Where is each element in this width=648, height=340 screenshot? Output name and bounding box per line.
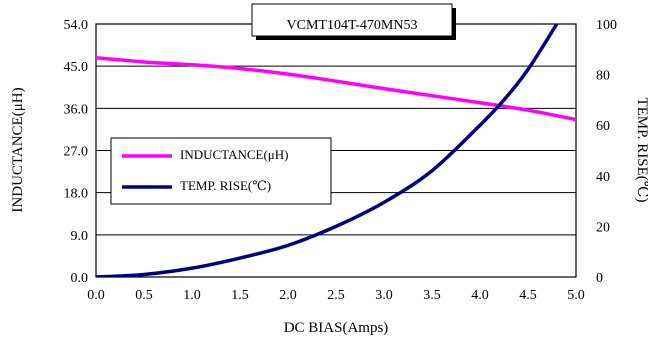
x-tick-label: 2.0 [279, 288, 297, 303]
right-y-tick-label: 20 [596, 220, 610, 235]
tick-labels: 0.0 0.5 1.0 1.5 2.0 2.5 3.0 3.5 4.0 4.5 5.0 0.0 9.0 1… [64, 18, 618, 303]
left-y-axis-title: INDUCTANCE(μH) [10, 87, 26, 212]
right-y-tick-label: 0 [596, 271, 603, 286]
right-y-tick-label: 60 [596, 119, 610, 134]
x-axis-title: DC BIAS(Amps) [284, 320, 389, 336]
left-y-tick-label: 27.0 [64, 145, 89, 160]
legend-label-inductance: INDUCTANCE(μH) [180, 147, 288, 162]
left-y-tick-label: 9.0 [71, 229, 89, 244]
left-y-tick-label: 18.0 [64, 187, 89, 202]
right-y-axis-title: TEMP. RISE(℃) [634, 97, 648, 202]
legend: INDUCTANCE(μH) TEMP. RISE(℃) [110, 137, 332, 205]
right-y-tick-label: 80 [596, 69, 610, 84]
x-tick-label: 4.5 [519, 288, 537, 303]
x-tick-label: 1.0 [183, 288, 201, 303]
x-tick-label: 3.5 [423, 288, 441, 303]
x-tick-label: 0.5 [135, 288, 153, 303]
series-lines [96, 24, 576, 277]
left-y-tick-label: 0.0 [71, 271, 89, 286]
x-tick-label: 2.5 [327, 288, 345, 303]
x-tick-label: 1.5 [231, 288, 249, 303]
chart-title-box: VCMT104T-470MN53 [251, 3, 456, 40]
chart-title: VCMT104T-470MN53 [287, 18, 418, 33]
series-line-temp-rise [96, 24, 559, 277]
x-tick-label: 4.0 [471, 288, 489, 303]
series-line-inductance [96, 55, 576, 122]
legend-label-temp-rise: TEMP. RISE(℃) [180, 178, 271, 193]
x-tick-label: 5.0 [567, 288, 585, 303]
left-y-tick-label: 45.0 [64, 60, 89, 75]
x-tick-label: 3.0 [375, 288, 393, 303]
left-y-tick-label: 36.0 [64, 102, 89, 117]
x-tick-label: 0.0 [87, 288, 105, 303]
right-y-tick-label: 40 [596, 170, 610, 185]
right-y-tick-label: 100 [596, 18, 617, 33]
left-y-tick-label: 54.0 [64, 18, 89, 33]
